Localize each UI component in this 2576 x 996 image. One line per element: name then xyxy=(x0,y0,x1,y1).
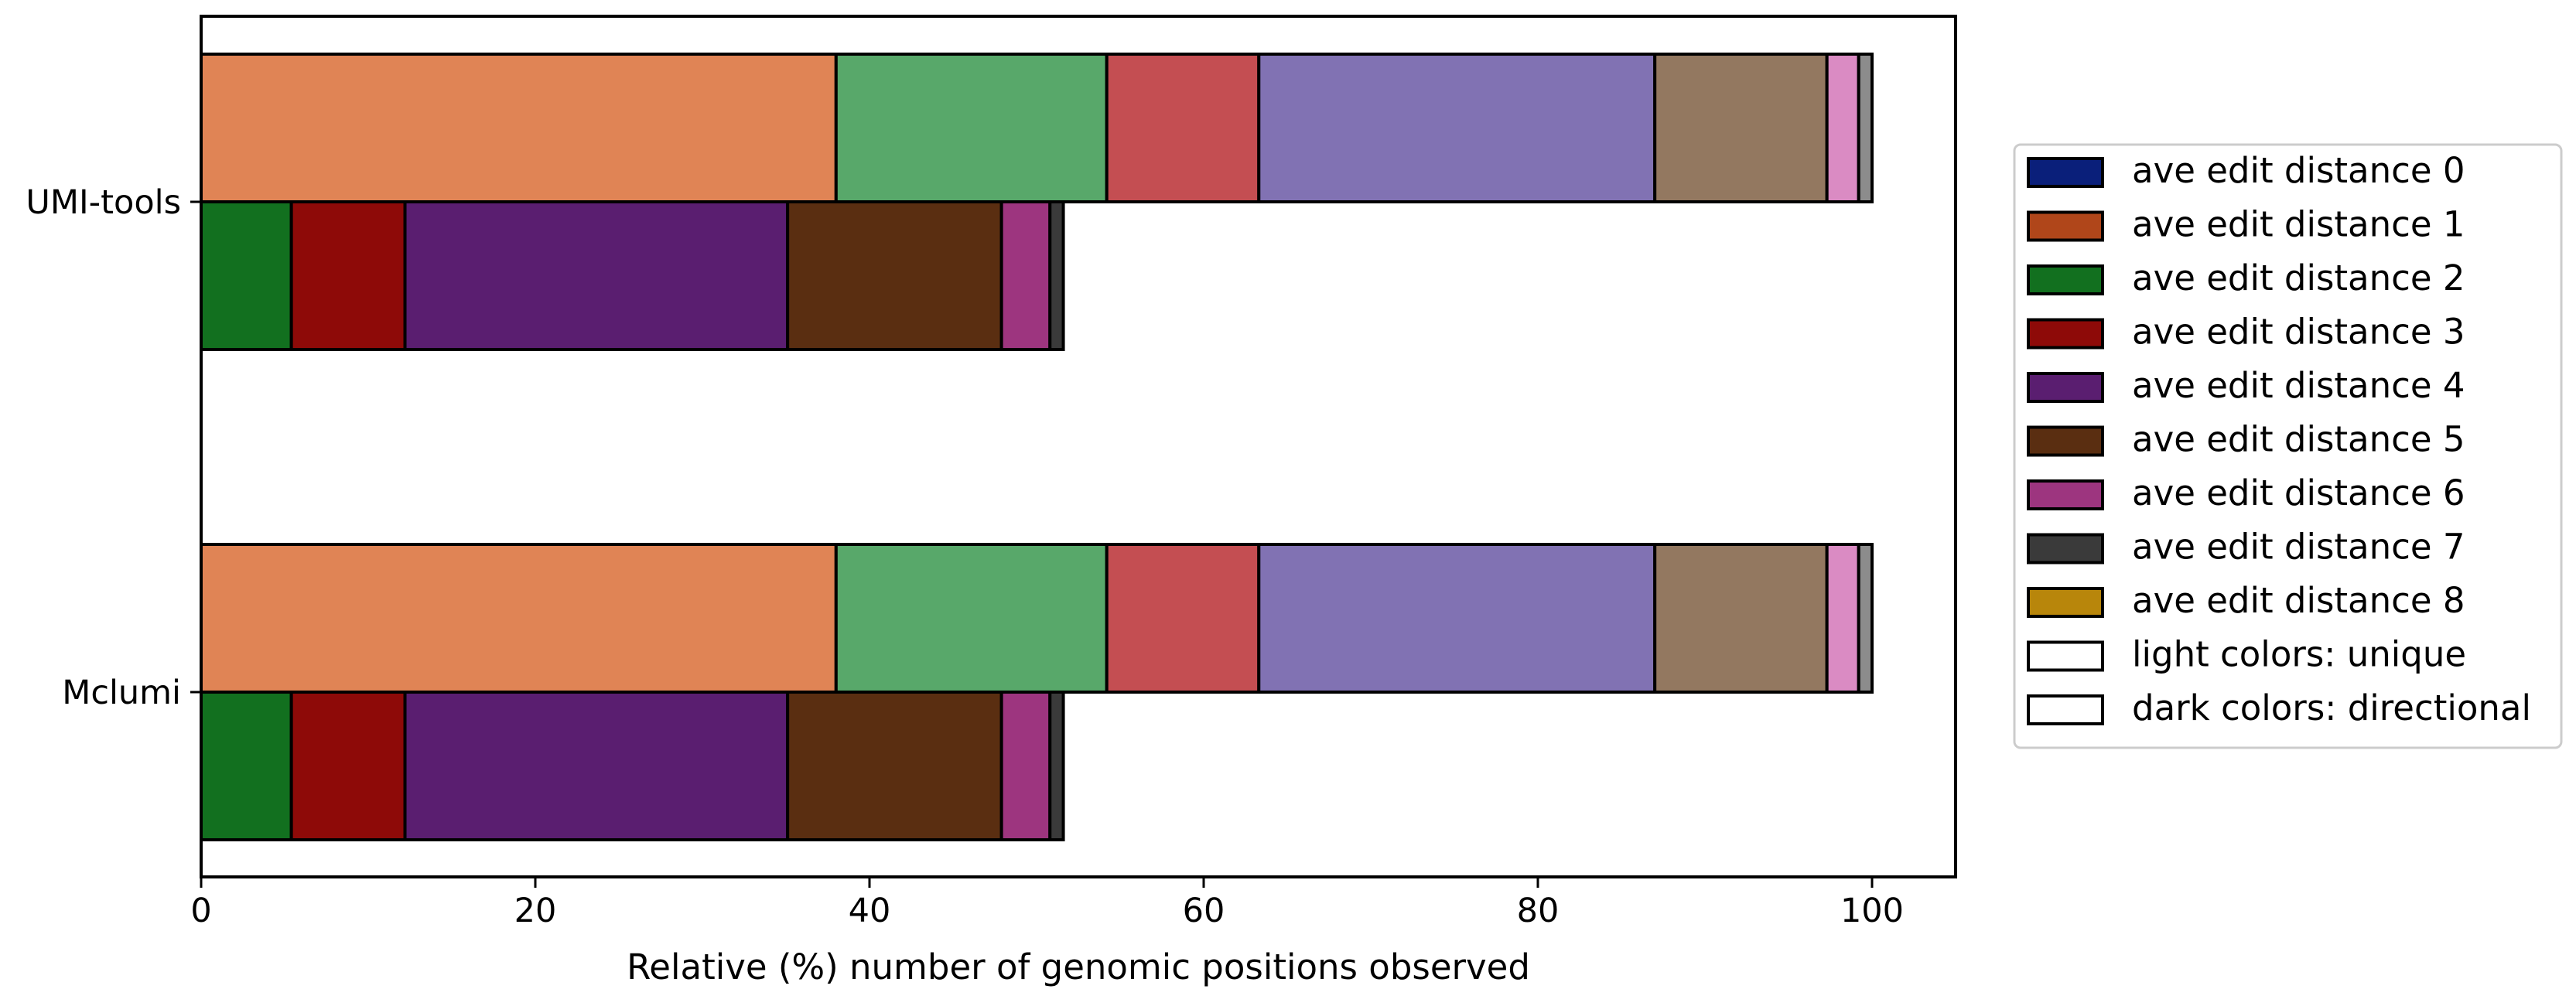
legend-items: ave edit distance 0 ave edit distance 1 av… xyxy=(2027,150,2531,728)
bar-umi-tools-directional-d2 xyxy=(200,200,293,351)
bar-umi-tools-unique-d7 xyxy=(1857,53,1874,203)
bar-umi-tools-directional-d4 xyxy=(403,200,790,351)
legend-label: ave edit distance 6 xyxy=(2132,472,2465,513)
bar-mclumi-directional-d3 xyxy=(289,691,407,841)
legend-swatch xyxy=(2027,533,2104,565)
legend-swatch xyxy=(2027,372,2104,403)
x-axis: 0 20 40 60 80 100 xyxy=(190,877,1904,930)
y-tick-label: Mclumi xyxy=(62,674,181,712)
x-tick-label: 0 xyxy=(190,892,211,930)
x-tick-label: 60 xyxy=(1183,892,1225,930)
bar-umi-tools-directional-d7 xyxy=(1048,200,1065,351)
bar-mclumi-unique-d5 xyxy=(1653,543,1829,694)
legend-label: dark colors: directional xyxy=(2132,687,2531,728)
bar-umi-tools-unique-d6 xyxy=(1825,53,1860,203)
legend-label: ave edit distance 1 xyxy=(2132,204,2465,245)
legend-swatch xyxy=(2027,479,2104,510)
bar-umi-tools-unique-d4 xyxy=(1257,53,1657,203)
bar-umi-tools-unique-d5 xyxy=(1653,53,1829,203)
bar-umi-tools-unique-d1 xyxy=(200,53,838,203)
x-axis-label: Relative (%) number of genomic positions… xyxy=(627,947,1530,987)
bars-layer xyxy=(200,53,1874,841)
x-tick-label: 80 xyxy=(1517,892,1560,930)
legend-label: light colors: unique xyxy=(2132,634,2466,675)
bar-mclumi-unique-d6 xyxy=(1825,543,1860,694)
legend-label: ave edit distance 4 xyxy=(2132,365,2465,406)
y-axis: UMI-tools Mclumi xyxy=(26,183,201,712)
bar-mclumi-directional-d5 xyxy=(786,691,1003,841)
bar-umi-tools-unique-d2 xyxy=(834,53,1109,203)
legend: ave edit distance 0 ave edit distance 1 av… xyxy=(2013,143,2563,749)
x-tick-label: 100 xyxy=(1840,892,1904,930)
x-tick-label: 40 xyxy=(849,892,891,930)
bar-mclumi-directional-d7 xyxy=(1048,691,1065,841)
bar-umi-tools-directional-d6 xyxy=(999,200,1052,351)
legend-swatch xyxy=(2027,264,2104,295)
bar-mclumi-directional-d6 xyxy=(999,691,1052,841)
legend-label: ave edit distance 5 xyxy=(2132,419,2465,460)
bar-mclumi-unique-d1 xyxy=(200,543,838,694)
bar-mclumi-unique-d3 xyxy=(1105,543,1261,694)
bar-mclumi-unique-d4 xyxy=(1257,543,1657,694)
bar-umi-tools-directional-d5 xyxy=(786,200,1003,351)
legend-label: ave edit distance 2 xyxy=(2132,258,2465,298)
plot-area-frame xyxy=(200,15,1957,878)
legend-swatch xyxy=(2027,157,2104,188)
legend-label: ave edit distance 7 xyxy=(2132,527,2465,568)
x-tick-label: 20 xyxy=(514,892,557,930)
legend-frame xyxy=(2013,143,2563,749)
legend-label: ave edit distance 8 xyxy=(2132,580,2465,621)
bar-mclumi-directional-d4 xyxy=(403,691,790,841)
legend-swatch xyxy=(2027,210,2104,242)
legend-swatch xyxy=(2027,694,2104,725)
legend-swatch xyxy=(2027,587,2104,618)
y-tick-label: UMI-tools xyxy=(26,183,181,222)
bar-mclumi-unique-d7 xyxy=(1857,543,1874,694)
bar-mclumi-unique-d2 xyxy=(834,543,1109,694)
legend-label: ave edit distance 0 xyxy=(2132,150,2465,191)
legend-swatch xyxy=(2027,640,2104,672)
legend-swatch xyxy=(2027,425,2104,457)
bar-umi-tools-directional-d3 xyxy=(289,200,407,351)
legend-label: ave edit distance 3 xyxy=(2132,312,2465,353)
bar-mclumi-directional-d2 xyxy=(200,691,293,841)
legend-swatch xyxy=(2027,318,2104,350)
bar-umi-tools-unique-d3 xyxy=(1105,53,1261,203)
